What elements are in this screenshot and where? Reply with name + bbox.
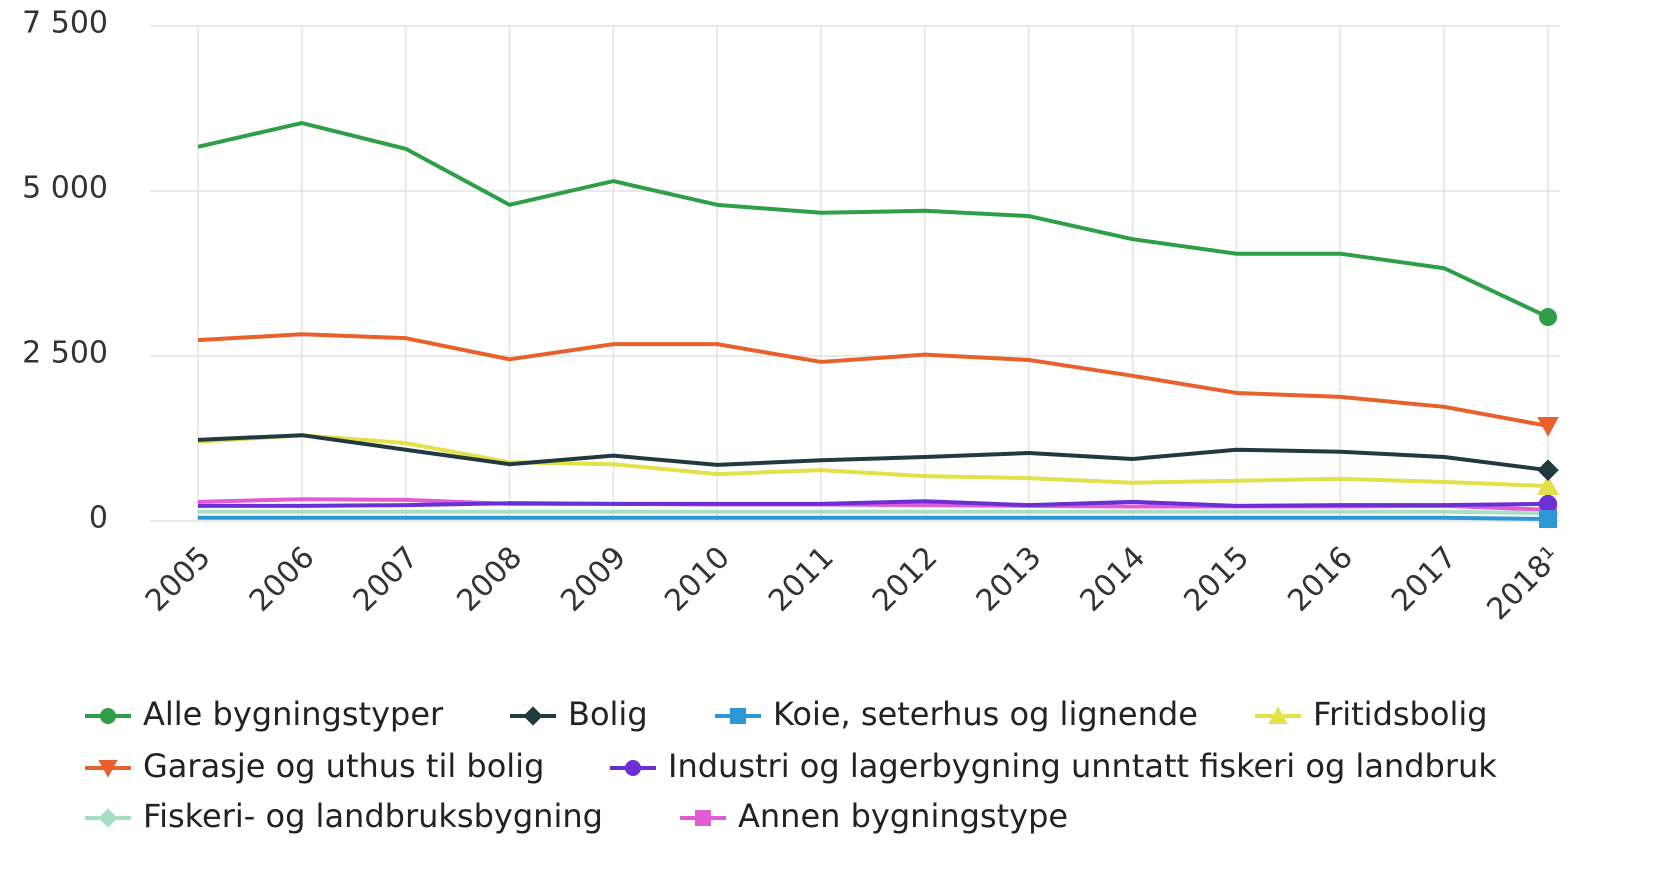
x-tick-label: 2014 xyxy=(1074,540,1153,619)
x-tick-label: 2011 xyxy=(762,540,841,619)
series-line xyxy=(197,433,1549,489)
series-line xyxy=(197,433,1549,473)
x-tick-label: 2012 xyxy=(866,540,945,619)
legend-marker xyxy=(523,706,543,726)
legend-label: Garasje og uthus til bolig xyxy=(143,747,544,785)
y-tick-label: 2 500 xyxy=(22,336,108,371)
point-marker xyxy=(1537,475,1559,496)
y-tick-label: 5 000 xyxy=(22,171,108,206)
legend-marker xyxy=(695,810,711,826)
legend-label: Alle bygningstyper xyxy=(143,695,444,733)
legend-marker xyxy=(730,708,746,724)
series-line xyxy=(198,515,1549,522)
series-line xyxy=(197,121,1549,319)
legend-marker xyxy=(98,760,118,778)
x-tick-label: 2006 xyxy=(243,540,322,619)
point-marker xyxy=(1539,308,1557,327)
x-tick-label: 2007 xyxy=(347,540,426,619)
legend-marker xyxy=(98,808,118,828)
x-tick-label: 2018¹ xyxy=(1480,540,1567,627)
y-tick-label: 7 500 xyxy=(22,6,108,41)
legend-label: Bolig xyxy=(568,695,648,733)
series-line xyxy=(197,332,1549,428)
legend-label: Fiskeri- og landbruksbygning xyxy=(143,797,603,835)
legend-marker xyxy=(1268,706,1288,724)
legend: Alle bygningstyper Bolig Koie, seterhus og… xyxy=(85,695,1497,835)
legend-label: Koie, seterhus og lignende xyxy=(773,695,1198,733)
x-tick-label: 2009 xyxy=(554,540,633,619)
series-line xyxy=(198,509,1549,516)
legend-marker xyxy=(625,760,641,776)
point-marker xyxy=(1537,459,1559,481)
x-tick-label: 2016 xyxy=(1281,540,1360,619)
x-tick-label: 2010 xyxy=(658,540,737,619)
legend-label: Annen bygningstype xyxy=(738,797,1068,835)
legend-label: Fritidsbolig xyxy=(1313,695,1488,733)
x-tick-label: 2013 xyxy=(970,540,1049,619)
series-line xyxy=(198,499,1549,508)
x-tick-label: 2005 xyxy=(139,540,218,619)
x-tick-label: 2015 xyxy=(1177,540,1256,619)
legend-marker xyxy=(100,708,116,724)
point-marker xyxy=(1539,510,1557,529)
x-tick-label: 2017 xyxy=(1385,540,1464,619)
point-marker xyxy=(1537,416,1559,437)
x-tick-label: 2008 xyxy=(450,540,529,619)
legend-label: Industri og lagerbygning unntatt fiskeri… xyxy=(668,747,1497,785)
point-marker xyxy=(1539,494,1557,513)
y-tick-label: 0 xyxy=(89,501,108,536)
